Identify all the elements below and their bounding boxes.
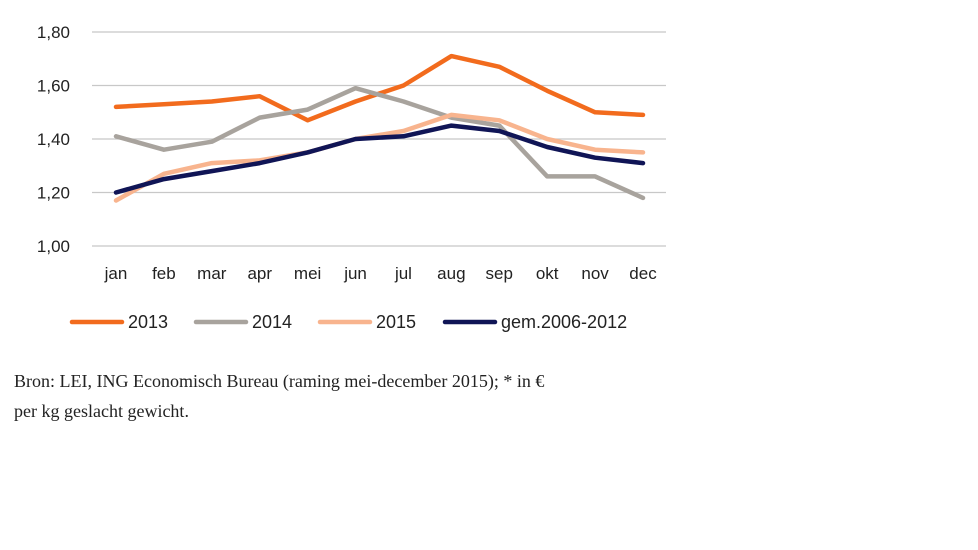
series-line-2013 xyxy=(113,53,646,123)
x-tick-label: nov xyxy=(581,264,609,283)
x-tick-label: mei xyxy=(294,264,321,283)
x-tick-label: dec xyxy=(629,264,657,283)
legend-label: gem.2006-2012 xyxy=(501,312,627,332)
x-tick-label: mar xyxy=(197,264,227,283)
y-tick-label: 1,80 xyxy=(37,23,70,42)
legend: 2013 2014 2015 gem.2006-2012 xyxy=(69,312,627,332)
y-axis-ticks: 1,00 1,20 1,40 1,60 1,80 xyxy=(37,23,70,256)
legend-label: 2013 xyxy=(128,312,168,332)
series-line-2015 xyxy=(113,112,646,203)
x-tick-label: jun xyxy=(343,264,367,283)
y-tick-label: 1,60 xyxy=(37,77,70,96)
source-line-1: Bron: LEI, ING Economisch Bureau (raming… xyxy=(14,371,545,391)
source-note: Bron: LEI, ING Economisch Bureau (raming… xyxy=(14,366,694,426)
y-tick-label: 1,40 xyxy=(37,130,70,149)
source-line-2: per kg geslacht gewicht. xyxy=(14,401,189,421)
x-tick-label: apr xyxy=(247,264,272,283)
x-axis-ticks: jan feb mar apr mei jun jul aug sep okt nov dec xyxy=(104,264,658,283)
series-line-2014 xyxy=(113,85,646,201)
y-tick-label: 1,20 xyxy=(37,184,70,203)
x-tick-label: jul xyxy=(394,264,412,283)
x-tick-label: okt xyxy=(536,264,559,283)
price-line-chart: 1,001,201,401,601,80 jan feb mar apr mei jun j… xyxy=(37,23,666,332)
series-line-gem-2006-2012 xyxy=(113,123,646,195)
x-tick-label: jan xyxy=(104,264,128,283)
x-tick-label: sep xyxy=(486,264,513,283)
x-tick-label: aug xyxy=(437,264,465,283)
x-tick-label: feb xyxy=(152,264,176,283)
series-lines xyxy=(113,53,646,203)
legend-label: 2015 xyxy=(376,312,416,332)
y-tick-label: 1,00 xyxy=(37,237,70,256)
legend-label: 2014 xyxy=(252,312,292,332)
